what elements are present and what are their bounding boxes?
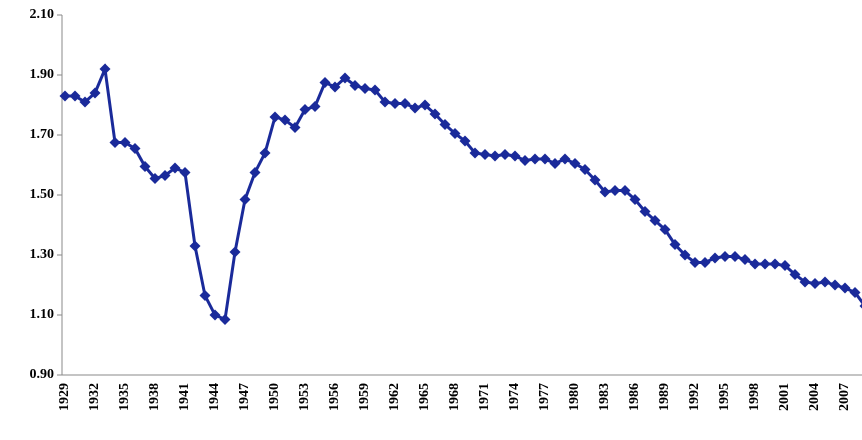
marker [700,257,711,268]
marker [840,283,851,294]
x-tick-label: 1998 [747,383,762,411]
y-tick-label: 2.10 [30,7,55,22]
x-tick-label: 1953 [297,383,312,411]
marker [810,278,821,289]
x-tick-label: 1941 [177,383,192,411]
x-tick-label: 1977 [537,383,552,411]
x-tick-label: 1971 [477,383,492,411]
x-tick-label: 1995 [717,383,732,411]
x-tick-label: 1959 [357,383,372,411]
x-tick-label: 1965 [417,383,432,411]
marker [200,290,211,301]
x-tick-label: 1944 [207,383,222,411]
x-tick-label: 1929 [57,383,72,411]
marker [360,83,371,94]
marker [530,154,541,165]
x-tick-label: 1974 [507,383,522,411]
marker [610,185,621,196]
marker [310,101,321,112]
marker [320,77,331,88]
marker [220,314,231,325]
x-tick-label: 1956 [327,383,342,411]
marker [830,280,841,291]
x-tick-label: 1935 [117,383,132,411]
x-tick-label: 1932 [87,383,102,411]
marker [820,277,831,288]
marker [250,167,261,178]
marker [540,154,551,165]
y-tick-label: 1.90 [30,67,55,82]
marker [480,149,491,160]
y-tick-label: 1.50 [30,187,55,202]
marker [740,254,751,265]
marker [230,247,241,258]
x-tick-label: 1980 [567,383,582,411]
marker [60,91,71,102]
x-tick-label: 1983 [597,383,612,411]
marker [260,148,271,159]
x-tick-label: 2001 [777,383,792,411]
line [65,69,862,320]
marker [270,112,281,123]
marker [730,251,741,262]
y-tick-label: 0.90 [30,367,55,382]
marker [550,158,561,169]
marker [190,241,201,252]
marker [490,151,501,162]
marker [400,98,411,109]
marker [110,137,121,148]
x-tick-label: 1938 [147,383,162,411]
x-tick-label: 1986 [627,383,642,411]
marker [180,167,191,178]
x-tick-label: 1962 [387,383,402,411]
marker [750,259,761,270]
marker [720,251,731,262]
x-tick-label: 1992 [687,383,702,411]
x-tick-label: 1950 [267,383,282,411]
x-tick-label: 1968 [447,383,462,411]
x-tick-label: 1989 [657,383,672,411]
marker [760,259,771,270]
series [60,64,862,326]
marker [240,194,251,205]
marker [210,310,221,321]
marker [410,103,421,114]
y-tick-label: 1.10 [30,307,55,322]
x-tick-label: 2007 [837,383,852,411]
y-tick-label: 1.30 [30,247,55,262]
x-tick-label: 2004 [807,383,822,411]
marker [500,149,511,160]
marker [710,253,721,264]
marker [510,151,521,162]
marker [560,154,571,165]
marker [770,259,781,270]
marker [520,155,531,166]
marker [100,64,111,75]
marker [390,98,401,109]
x-tick-label: 1947 [237,383,252,411]
y-tick-label: 1.70 [30,127,55,142]
